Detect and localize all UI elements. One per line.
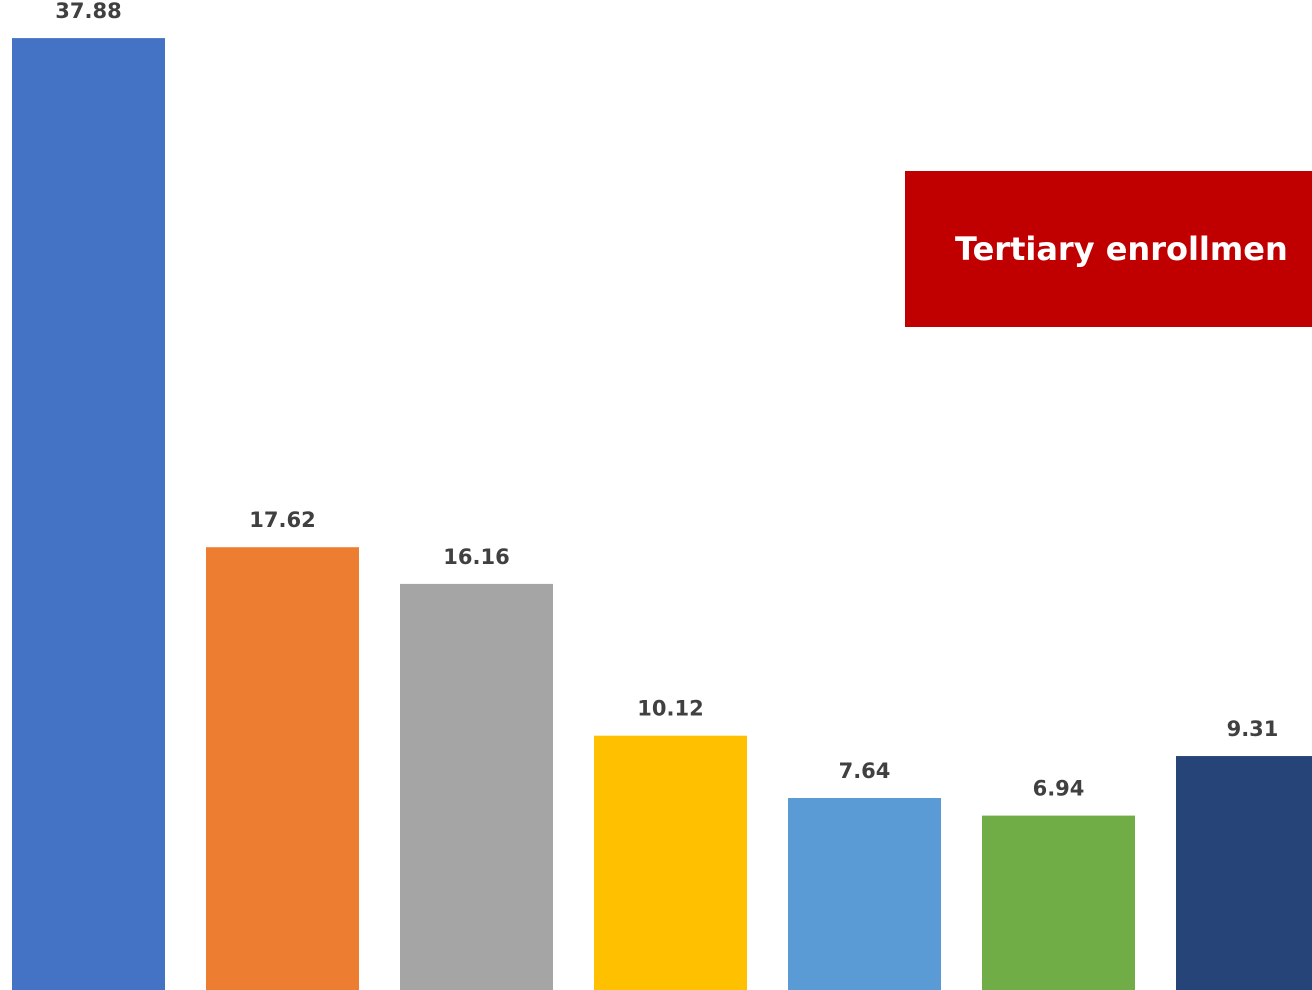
bar-value-label-4: 10.12 [637,697,703,721]
bar-value-label-1: 37.88 [55,0,121,23]
bar-value-label-7: 9.31 [1227,717,1279,741]
bar-1 [12,38,165,990]
bar-6 [982,815,1135,990]
bar-value-label-5: 7.64 [839,759,891,783]
bar-value-label-3: 16.16 [443,545,509,569]
bar-7 [1176,756,1312,990]
chart-title: Tertiary enrollmen [955,230,1288,268]
bar-value-label-2: 17.62 [249,508,315,532]
bar-3 [400,583,553,990]
bar-5 [788,798,941,990]
bar-4 [594,735,747,990]
chart-title-box: Tertiary enrollmen [905,171,1312,327]
bar-2 [206,547,359,990]
bar-value-label-6: 6.94 [1033,777,1085,801]
